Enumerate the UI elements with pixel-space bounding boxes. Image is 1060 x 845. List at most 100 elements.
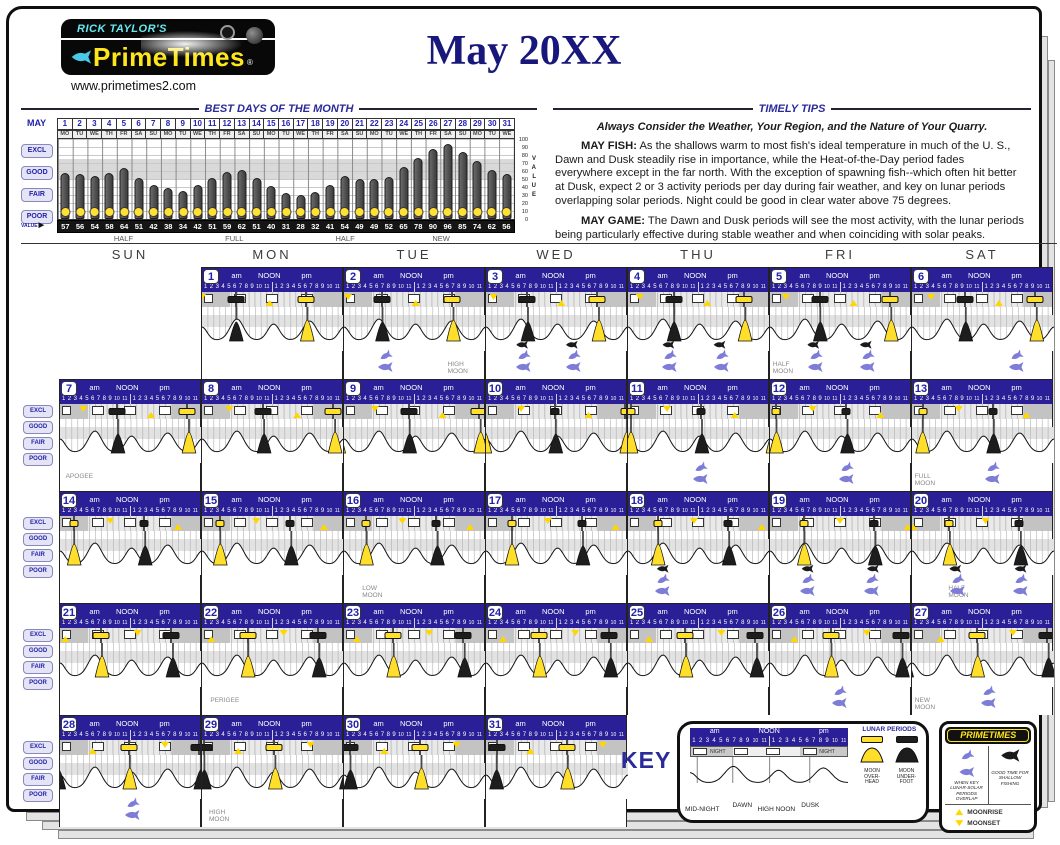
hour-digit: 11 [192, 620, 198, 626]
hour-digit: 1 [346, 284, 350, 290]
hour-digit: 5 [369, 732, 373, 738]
hour-digit: 2 [422, 396, 426, 402]
moonrise-icon [912, 524, 918, 530]
am-label: am [657, 271, 668, 280]
day-activity-chart [202, 643, 344, 687]
hour-digit: 6 [1013, 620, 1017, 626]
rating-label: GOOD [21, 166, 53, 180]
hour-digit: 10 [610, 620, 617, 626]
hour-digit: 7 [664, 508, 669, 514]
solar-period-box [234, 406, 246, 415]
hour-digit: 4 [859, 508, 864, 514]
hour-digit: 8 [173, 620, 177, 626]
hour-digit: 10 [540, 508, 546, 514]
hour-digit: 4 [221, 508, 225, 514]
lunar-bar-underfoot [285, 520, 295, 527]
am-label: am [231, 271, 242, 280]
day-annotations [628, 573, 768, 603]
bd-weekday: TH [102, 130, 117, 139]
hour-digit: 10 [468, 732, 475, 738]
solar-period-box [443, 630, 455, 639]
axis-word-letter: E [531, 192, 536, 198]
hour-digit: 10 [468, 284, 475, 290]
hour-digit: 7 [877, 620, 881, 626]
hour-digit: 3 [783, 508, 787, 514]
hour-digit: 3 [286, 284, 290, 290]
hour-digit: 7 [593, 396, 597, 402]
axis-word-letter: A [531, 165, 536, 171]
tips-lead: MAY FISH: [581, 140, 637, 152]
value-bar [325, 185, 336, 219]
hour-digit: 2 [848, 284, 852, 290]
hours-row: 1 2 3 4 5 6 7 8 9 10 11 1 2 3 4 5 6 7 8 9 10 11 [912, 282, 1052, 292]
moon-phase-icon [119, 207, 130, 217]
hour-digit: 9 [250, 620, 254, 626]
day-cell-header: 16 am NOON pm [344, 492, 484, 508]
day-activity-chart [628, 419, 770, 463]
hour-digit: 5 [723, 620, 728, 626]
hour-digit: 3 [428, 620, 432, 626]
day-activity-chart [486, 755, 628, 799]
day-value: 49 [355, 222, 364, 231]
hour-digit: 9 [888, 284, 893, 290]
hour-digit: 5 [581, 508, 586, 514]
hour-digit: 9 [1030, 396, 1035, 402]
hour-digit: 6 [729, 508, 733, 514]
bd-day-number: 6 [131, 118, 147, 130]
hour-digit: 9 [462, 396, 467, 402]
value-bar [60, 173, 71, 219]
hours-row: 1 2 3 4 5 6 7 8 9 10 11 1 2 3 4 5 6 7 8 9 10 11 [344, 730, 484, 740]
day-cell: 8 am NOON pm 1 2 3 4 5 6 7 8 9 10 11 1 2 3 4 5 6 7 8 9 10 11 [201, 379, 344, 491]
bd-value-axis: 100 90 80 70 60 50 40 30 20 10 0 V A L U E [515, 137, 537, 223]
value-bar [133, 177, 144, 219]
day-activity-chart [628, 307, 770, 351]
hour-digit: 4 [712, 738, 716, 744]
hour-digit: 10 [468, 396, 475, 402]
am-label: am [373, 495, 384, 504]
hour-digit: 3 [570, 396, 574, 402]
day-cell-header: 7 am NOON pm [60, 380, 200, 396]
fish-icon [71, 50, 91, 64]
day-annotations [202, 351, 342, 379]
day-cell: 30 am NOON pm 1 2 3 4 5 6 7 8 9 10 11 1 2 3 4 5 6 7 8 9 10 11 [343, 715, 486, 827]
noon-label: NOON [400, 271, 423, 280]
hour-digit: 3 [996, 620, 1000, 626]
hour-digit: 11 [902, 284, 908, 290]
hour-digit: 2 [564, 396, 568, 402]
hour-digit: 10 [326, 284, 333, 290]
day-value: 96 [443, 222, 452, 231]
hour-digit: 8 [1025, 396, 1029, 402]
solar-period-box [585, 406, 597, 415]
hour-digit: 10 [114, 508, 120, 514]
moonset-icon [452, 742, 461, 748]
moonset-icon [252, 518, 261, 524]
day-cell: 31 am NOON pm 1 2 3 4 5 6 7 8 9 10 11 1 2 3 4 5 6 7 8 9 10 11 [485, 715, 628, 827]
hour-digit: 5 [581, 732, 586, 738]
hour-digit: 7 [451, 396, 455, 402]
noon-label: NOON [684, 271, 707, 280]
day-number: 25 [629, 605, 645, 620]
hour-digit: 4 [291, 620, 296, 626]
day-cell-header: 30 am NOON pm [344, 716, 484, 732]
hour-digit: 11 [974, 620, 980, 626]
hour-digit: 6 [587, 732, 591, 738]
hour-digit: 11 [974, 508, 980, 514]
hour-digit: 5 [581, 620, 586, 626]
hour-digit: 2 [493, 620, 498, 626]
hours-half: 1 2 3 4 5 6 7 8 9 10 11 [628, 282, 698, 292]
hour-digit: 6 [871, 508, 875, 514]
bd-weekday: MO [470, 130, 486, 139]
lunar-bar-underfoot [373, 296, 391, 303]
tips-heading: TIMELY TIPS [553, 103, 1031, 115]
bd-weekday: SU [249, 130, 265, 139]
day-activity-chart [202, 755, 344, 799]
day-value: 28 [296, 222, 305, 231]
hour-digit: 11 [406, 732, 412, 738]
solar-period-box [976, 406, 988, 415]
hour-digit: 9 [746, 508, 751, 514]
website-link[interactable]: www.primetimes2.com [71, 79, 197, 93]
day-number: 24 [487, 605, 503, 620]
moonset-icon [717, 630, 726, 636]
hour-digit: 7 [522, 284, 527, 290]
solar-lunar-strip [486, 628, 626, 643]
